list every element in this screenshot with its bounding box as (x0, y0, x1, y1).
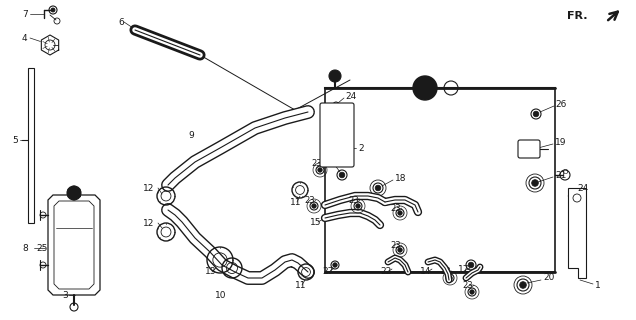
Text: 2: 2 (358, 143, 364, 153)
Circle shape (51, 8, 55, 12)
Circle shape (533, 111, 539, 117)
Text: 16: 16 (326, 157, 338, 166)
Text: 5: 5 (12, 135, 18, 145)
Circle shape (312, 204, 316, 208)
Text: 23: 23 (462, 281, 473, 290)
Text: 23: 23 (440, 268, 451, 276)
Text: 14: 14 (420, 268, 431, 276)
Text: 12: 12 (143, 219, 155, 228)
Text: 10: 10 (215, 291, 226, 300)
Circle shape (468, 262, 474, 268)
Text: 11: 11 (295, 281, 307, 290)
Circle shape (520, 282, 527, 288)
Text: 6: 6 (118, 18, 124, 27)
Circle shape (413, 76, 437, 100)
FancyBboxPatch shape (518, 140, 540, 158)
Text: 23: 23 (390, 204, 401, 212)
Text: 7: 7 (22, 10, 28, 19)
Text: 11: 11 (290, 197, 301, 206)
Polygon shape (41, 35, 59, 55)
Text: FR.: FR. (567, 11, 588, 21)
Text: 17: 17 (458, 266, 469, 275)
Text: 23: 23 (348, 196, 359, 204)
Bar (325, 88, 555, 272)
Circle shape (375, 185, 381, 191)
Circle shape (470, 290, 474, 294)
Text: 12: 12 (143, 183, 155, 193)
Text: 23: 23 (304, 196, 315, 204)
Text: 4: 4 (22, 34, 27, 43)
Text: 26: 26 (555, 100, 567, 108)
Text: 23: 23 (390, 241, 401, 250)
Text: 22: 22 (380, 268, 391, 276)
Circle shape (448, 276, 452, 280)
Text: 18: 18 (395, 173, 406, 182)
Text: 15: 15 (310, 218, 322, 227)
Circle shape (356, 204, 360, 208)
Text: 24: 24 (577, 183, 588, 193)
Circle shape (329, 70, 341, 82)
Polygon shape (48, 195, 100, 295)
Text: 25: 25 (36, 244, 47, 252)
Circle shape (398, 248, 402, 252)
Bar (28, 68, 34, 223)
Circle shape (333, 263, 337, 267)
Text: 19: 19 (555, 138, 567, 147)
Circle shape (417, 80, 433, 96)
Circle shape (398, 211, 402, 215)
Text: 13: 13 (205, 268, 216, 276)
Text: 9: 9 (188, 131, 194, 140)
Circle shape (67, 186, 81, 200)
Text: 8: 8 (22, 244, 28, 252)
Text: 21: 21 (555, 171, 567, 180)
Text: 1: 1 (595, 282, 601, 291)
Text: 24: 24 (345, 92, 356, 100)
Text: O: O (563, 169, 569, 175)
Text: 23: 23 (311, 158, 322, 167)
Polygon shape (68, 186, 80, 200)
Circle shape (318, 168, 322, 172)
FancyBboxPatch shape (320, 103, 354, 167)
Text: 3: 3 (62, 291, 68, 300)
Circle shape (532, 180, 538, 186)
Polygon shape (568, 188, 586, 278)
Text: 27: 27 (322, 268, 333, 276)
Circle shape (339, 172, 345, 178)
Text: 20: 20 (543, 274, 555, 283)
